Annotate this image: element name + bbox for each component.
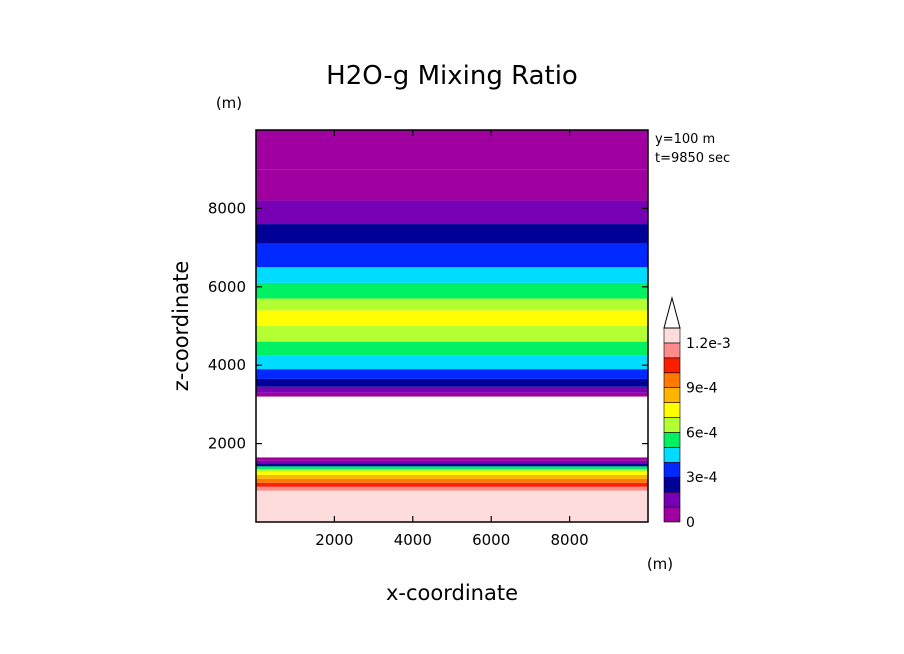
contour-band [256,224,648,244]
x-tick-label: 6000 [472,531,510,549]
contour-band [256,457,648,461]
y-axis: 2000 4000 6000 8000 [208,199,648,453]
contour-band [256,326,648,342]
contour-band [256,267,648,283]
colorbar-swatch [663,491,681,508]
y-tick-label: 6000 [208,278,246,296]
colorbar-swatch [663,476,681,493]
contour-band [256,474,648,479]
colorbar-tick-label: 3e-4 [686,470,718,486]
contour-band [256,200,648,225]
colorbar-tick-label: 0 [686,515,695,531]
y-unit-label: (m) [216,94,242,112]
x-tick-label: 4000 [394,531,432,549]
colorbar-swatch [663,327,681,344]
contour-band [256,310,648,326]
colorbar: 1.2e-3 9e-4 6e-4 3e-4 0 [663,296,731,531]
x-axis-label: x-coordinate [386,581,518,605]
y-tick-label: 4000 [208,356,246,374]
colorbar-swatch [663,447,681,463]
colorbar-swatch [663,402,681,418]
contour-band [256,243,648,268]
contour-band [256,298,648,311]
colorbar-extend-arrow [663,296,681,329]
contour-band [256,169,648,201]
contour-band [256,392,648,397]
y-axis-label: z-coordinate [169,261,193,392]
colorbar-tick-label: 6e-4 [686,425,718,441]
contour-band [256,369,648,379]
colorbar-swatch [663,387,681,403]
contour-band [256,466,648,470]
colorbar-swatch [663,462,681,478]
contour-band [256,396,648,405]
contour-band [256,378,648,387]
contour-band [256,282,648,299]
x-tick-label: 8000 [551,531,589,549]
colorbar-swatch [663,357,681,374]
contour-band [256,486,648,491]
colorbar-swatch [663,342,681,359]
annotation-time: t=9850 sec [655,151,730,166]
contour-band [256,498,648,522]
y-tick-label: 8000 [208,199,246,217]
contour-band [256,355,648,370]
chart-title: H2O-g Mixing Ratio [326,61,578,91]
x-tick-label: 2000 [315,531,353,549]
colorbar-swatch [663,417,681,433]
contour-band [256,463,648,467]
contour-band [256,490,648,499]
contour-band [256,404,648,458]
contour-band [256,469,648,472]
colorbar-tick-label: 1.2e-3 [686,336,731,352]
colorbar-tick-label: 9e-4 [686,381,718,397]
contour-band [256,130,648,170]
y-tick-label: 2000 [208,435,246,453]
contour-field [256,130,648,522]
contour-bands [256,130,648,522]
contour-band [256,482,648,487]
contour-band [256,460,648,464]
colorbar-swatch [663,372,681,388]
x-axis: 2000 4000 6000 8000 [315,130,589,549]
contour-band [256,478,648,483]
contour-band [256,471,648,475]
colorbar-swatch [663,432,681,448]
x-unit-label: (m) [647,555,673,573]
plot-frame [255,129,649,523]
contour-band [256,386,648,393]
colorbar-swatch [663,506,681,523]
contour-band [256,341,648,356]
annotation-y-position: y=100 m [655,132,715,147]
